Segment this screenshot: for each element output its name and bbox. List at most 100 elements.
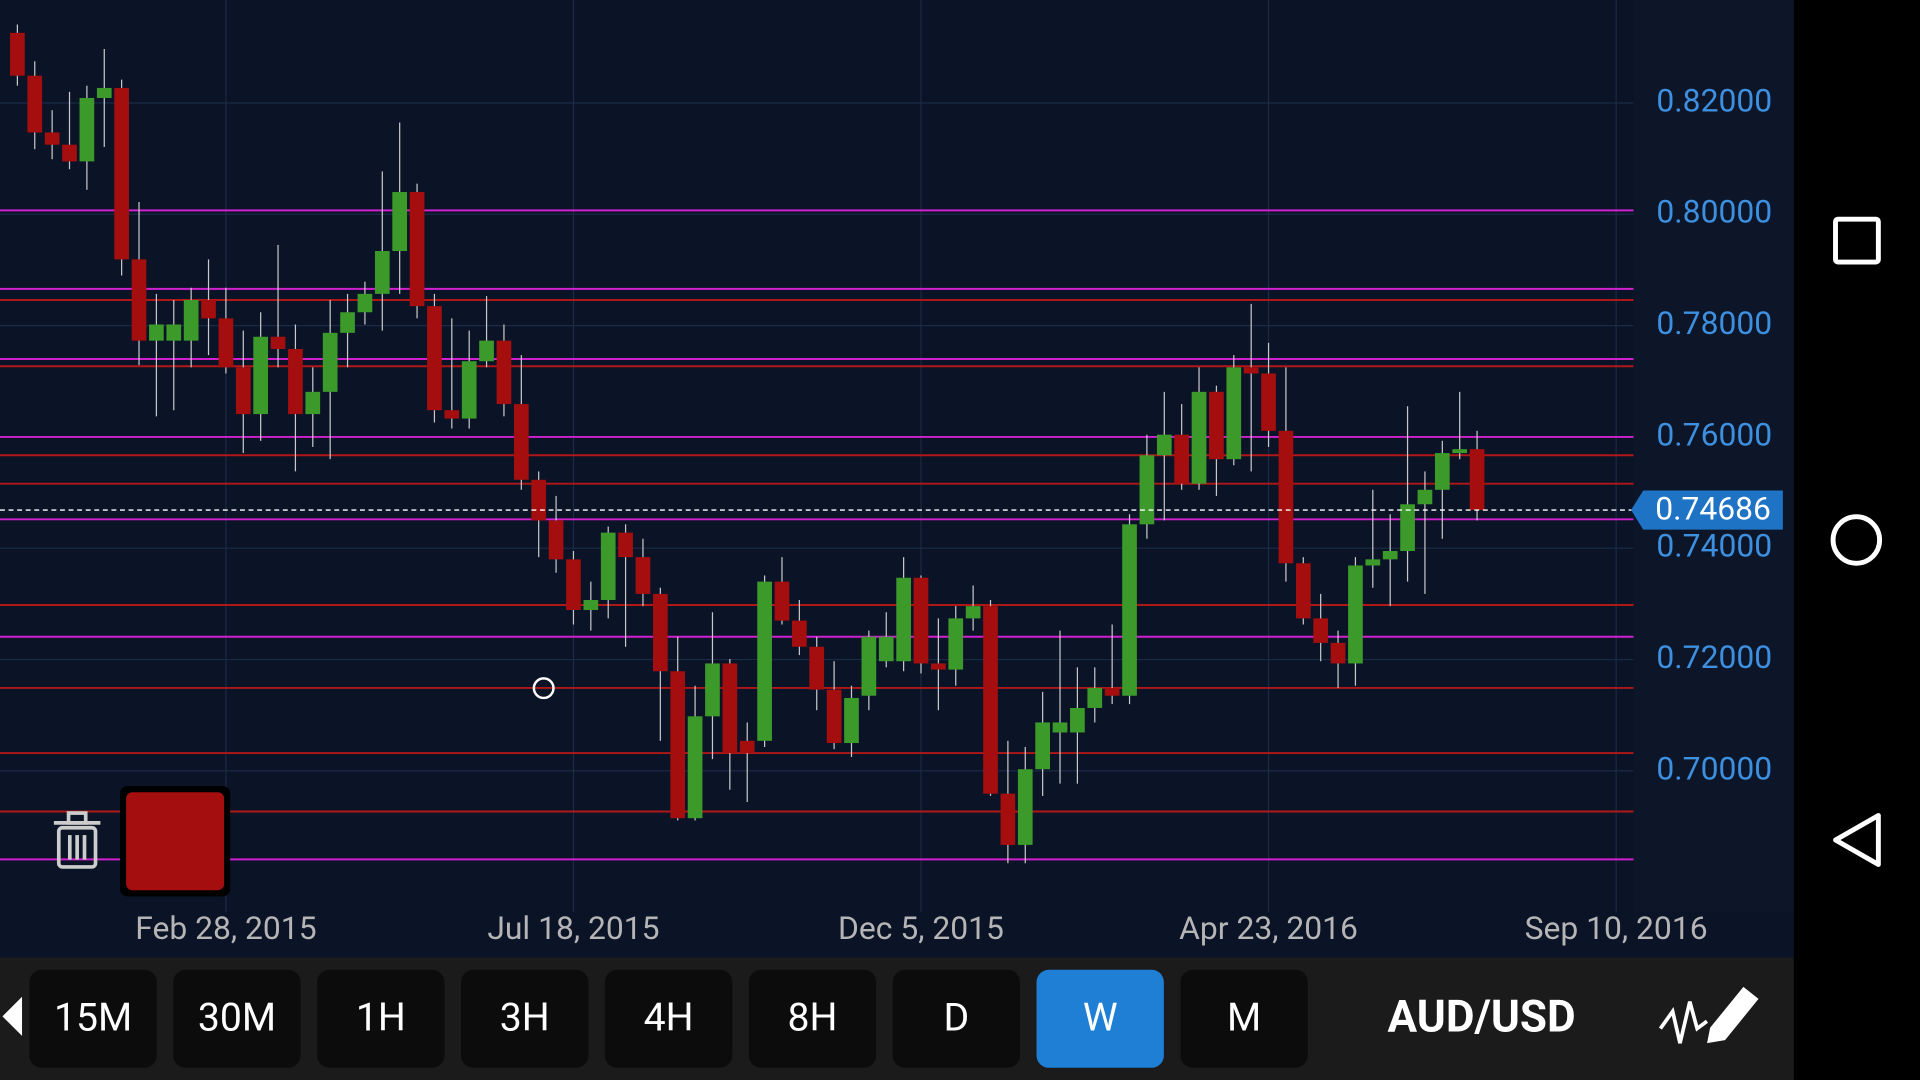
candle-body <box>1469 449 1485 511</box>
recent-apps-button[interactable] <box>1833 216 1881 265</box>
timeframe-label[interactable]: 8H <box>787 994 837 1040</box>
timeframe-label[interactable]: 1H <box>356 994 406 1040</box>
candle-body <box>1261 373 1276 431</box>
candle-body <box>444 410 460 419</box>
candle-body <box>809 646 825 690</box>
plot-background <box>0 0 1634 958</box>
symbol-label[interactable]: AUD/USD <box>1388 991 1576 1043</box>
y-tick-label: 0.70000 <box>1656 749 1772 787</box>
timeframe-label[interactable]: 3H <box>500 994 550 1040</box>
candle-body <box>1156 434 1172 456</box>
candle-body <box>896 577 911 662</box>
timeframe-button[interactable] <box>29 969 157 1068</box>
candle-body <box>1400 504 1415 552</box>
candle-body <box>183 300 199 341</box>
candle-body <box>374 251 390 294</box>
y-tick-label: 0.82000 <box>1656 81 1772 119</box>
candle-body <box>288 348 303 415</box>
candle-body <box>739 740 755 754</box>
timeframe-label[interactable]: 15M <box>54 994 132 1040</box>
candle-body <box>1278 430 1294 564</box>
timeframe-label[interactable]: 4H <box>644 994 694 1040</box>
timeframe-button[interactable] <box>173 969 301 1068</box>
candle-body <box>1434 453 1450 490</box>
candle-body <box>635 557 651 594</box>
candle-body <box>1452 449 1468 454</box>
candle-body <box>1313 618 1329 643</box>
x-tick-label: Dec 5, 2015 <box>838 909 1004 947</box>
timeframe-button[interactable] <box>1180 969 1308 1068</box>
home-button[interactable] <box>1830 514 1883 566</box>
candle-body <box>392 192 408 252</box>
timeframe-button[interactable] <box>748 969 877 1068</box>
candle-body <box>235 367 251 415</box>
candle-body <box>965 606 981 619</box>
candle-body <box>861 636 877 696</box>
chart-layer: 0.70000 0.72000 0.74000 0.76000 0.78000 0.800… <box>0 0 1783 947</box>
candle-body <box>1052 722 1068 733</box>
candle-body <box>618 532 633 558</box>
candle-body <box>357 293 373 313</box>
y-tick-label: 0.78000 <box>1656 304 1772 342</box>
candle-body <box>1226 367 1242 460</box>
trash-handle <box>66 811 88 825</box>
candle-body <box>548 520 564 560</box>
candle-body <box>1139 455 1155 525</box>
timeframe-button[interactable] <box>892 969 1020 1068</box>
candle-body <box>496 340 512 405</box>
candle-body <box>1348 565 1363 664</box>
candle-body <box>774 581 790 621</box>
timeframe-label[interactable]: D <box>943 994 969 1040</box>
candle-body <box>1104 687 1120 696</box>
candle-body <box>1017 769 1033 845</box>
y-tick-label: 0.72000 <box>1656 638 1772 676</box>
axis-background <box>1633 0 1794 958</box>
candle-body <box>757 581 772 741</box>
candle-body <box>1087 687 1103 708</box>
candle-body <box>427 306 442 411</box>
timeframe-label[interactable]: M <box>1227 994 1261 1040</box>
timeframe-button[interactable] <box>604 969 733 1068</box>
y-tick-label: 0.80000 <box>1656 193 1772 231</box>
candle-body <box>1000 793 1016 845</box>
timeframe-label[interactable]: 30M <box>198 994 276 1040</box>
candle-body <box>44 132 60 145</box>
candle-body <box>1330 642 1346 664</box>
candle-body <box>409 192 425 307</box>
delete-button[interactable] <box>53 811 101 869</box>
candle-body <box>270 336 286 349</box>
draw-tool-pencil <box>1707 986 1759 1044</box>
date-strip <box>0 912 1794 958</box>
candle-body <box>166 324 182 341</box>
color-swatch[interactable] <box>126 792 225 891</box>
candle-body <box>531 479 547 521</box>
last-price-label: 0.74686 <box>1655 490 1771 528</box>
timeframe-button[interactable] <box>1036 969 1164 1068</box>
timeframe-button[interactable] <box>461 969 589 1068</box>
candle-body <box>1035 722 1050 770</box>
timeframe-button[interactable] <box>317 969 445 1068</box>
x-tick-label: Jul 18, 2015 <box>487 909 659 947</box>
scroll-left-arrow[interactable] <box>2 996 23 1036</box>
candle-body <box>305 391 321 415</box>
timeframe-label[interactable]: W <box>1083 994 1118 1040</box>
cursor <box>532 677 555 700</box>
back-button[interactable] <box>1833 813 1881 867</box>
candle-body <box>670 671 686 819</box>
candle-body <box>114 87 129 260</box>
candle-body <box>1174 434 1190 484</box>
candle-body <box>931 663 946 670</box>
candle-body <box>149 324 164 341</box>
candle-body <box>62 144 77 162</box>
candle-body <box>96 87 112 98</box>
candle-body <box>218 318 234 368</box>
candle-body <box>705 663 720 717</box>
candle-body <box>201 300 216 319</box>
candle-body <box>844 697 859 744</box>
candle-body <box>652 593 668 672</box>
draw-tool-button[interactable] <box>1658 986 1759 1044</box>
y-tick-label: 0.74000 <box>1656 527 1772 565</box>
candle-body <box>1122 524 1137 696</box>
